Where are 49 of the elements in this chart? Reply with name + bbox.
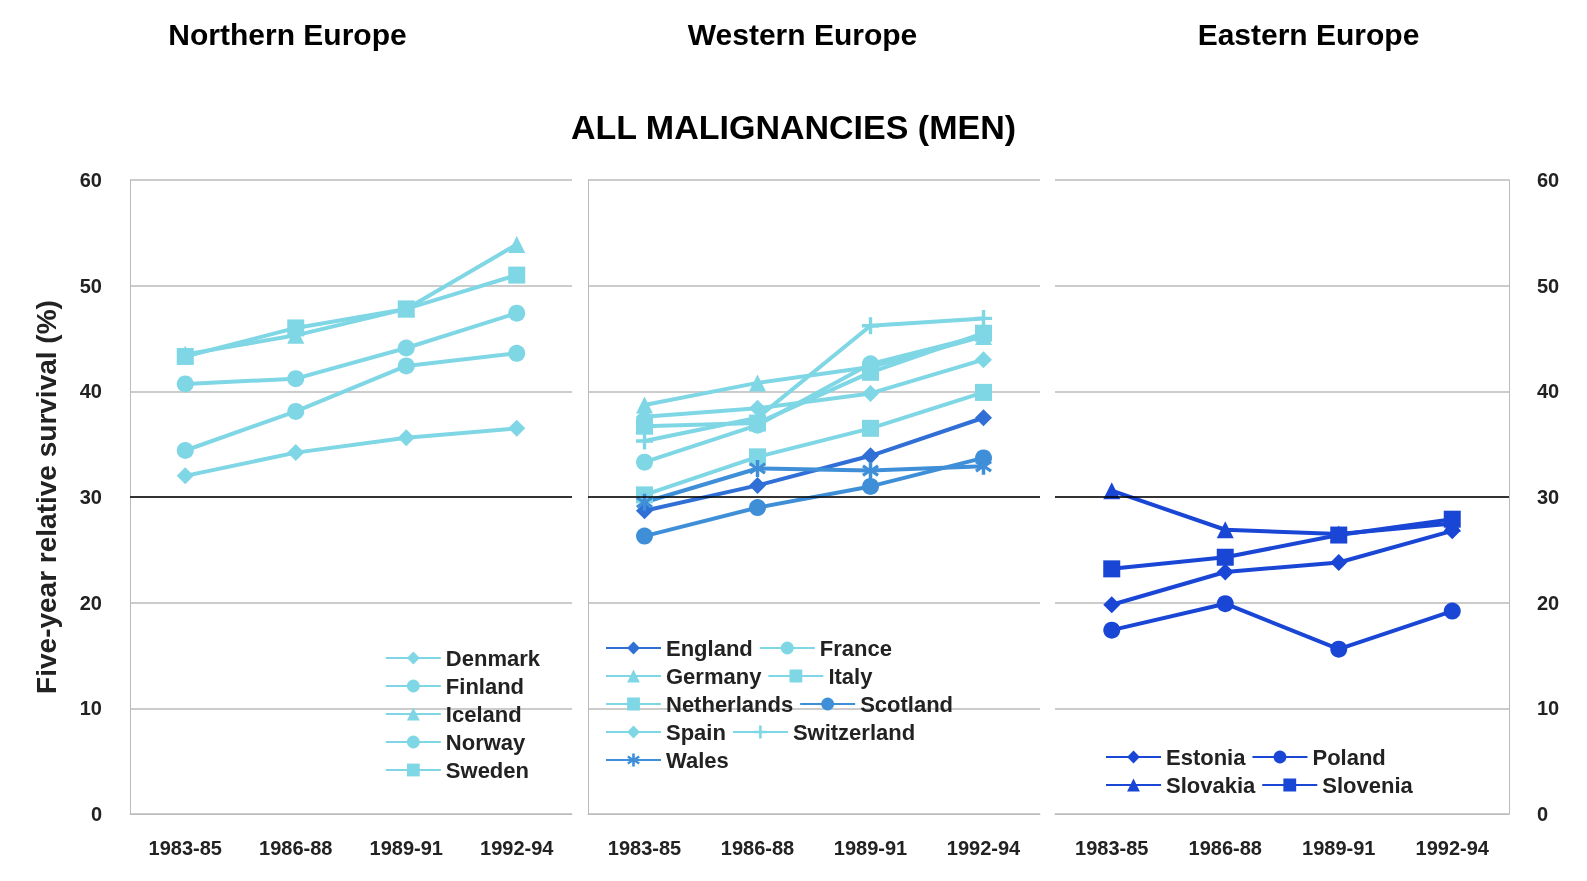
y-tick-label: 30 (1537, 486, 1560, 508)
x-tick-label: 1983-85 (1075, 837, 1149, 859)
y-tick-label: 0 (1537, 803, 1549, 825)
y-tick-label: 30 (79, 486, 102, 508)
chart-title: Western Europe (686, 18, 919, 52)
legend-label: Denmark (445, 645, 541, 671)
y-tick-label: 50 (1537, 274, 1560, 297)
legend-label: England (666, 635, 753, 661)
legend-label: Sweden (445, 757, 529, 783)
chart-title: Northern Europe (167, 18, 408, 52)
x-tick-label: 1992-94 (1415, 837, 1490, 859)
x-tick-label: 1989-91 (833, 837, 908, 859)
legend-label: France (819, 635, 892, 661)
legend-label: Norway (445, 729, 527, 755)
y-tick-label: 40 (1537, 380, 1560, 403)
legend-label: Estonia (1166, 744, 1247, 770)
y-tick-label: 40 (79, 380, 102, 403)
y-axis-title: Five-year relative survival (%) (30, 300, 62, 694)
x-tick-label: 1989-91 (369, 837, 443, 859)
legend-label: Germany (666, 663, 763, 689)
x-tick-label: 1992-94 (480, 837, 555, 859)
y-tick-label: 60 (79, 169, 102, 191)
x-tick-label: 1983-85 (148, 837, 222, 859)
legend-label: Slovakia (1166, 772, 1257, 798)
x-tick-label: 1989-91 (1302, 837, 1376, 859)
x-tick-label: 1992-94 (946, 837, 1022, 859)
y-tick-label: 20 (79, 591, 102, 614)
legend-label: Finland (445, 673, 525, 699)
legend-label: Iceland (445, 701, 522, 727)
legend-label: Wales (666, 747, 729, 773)
legend-label: Slovenia (1322, 772, 1414, 798)
y-tick-label: 50 (79, 274, 102, 297)
legend-label: Scotland (860, 691, 954, 717)
legend-label: Poland (1312, 744, 1386, 770)
y-tick-label: 60 (1537, 169, 1560, 191)
y-tick-label: 10 (79, 697, 102, 720)
legend-label: Italy (828, 663, 874, 689)
y-tick-label: 10 (1537, 697, 1560, 720)
legend-label: Switzerland (792, 719, 916, 745)
x-tick-label: 1986-88 (1188, 837, 1262, 859)
legend-label: Spain (666, 719, 726, 745)
x-tick-label: 1986-88 (259, 837, 333, 859)
x-tick-label: 1986-88 (720, 837, 795, 859)
chart-subtitle: ALL MALIGNANCIES (MEN) (569, 108, 1018, 147)
chart-title: Eastern Europe (1196, 18, 1421, 52)
y-tick-label: 0 (90, 803, 102, 825)
legend-label: Netherlands (666, 691, 794, 717)
y-tick-label: 20 (1537, 591, 1560, 614)
x-tick-label: 1983-85 (607, 837, 682, 859)
